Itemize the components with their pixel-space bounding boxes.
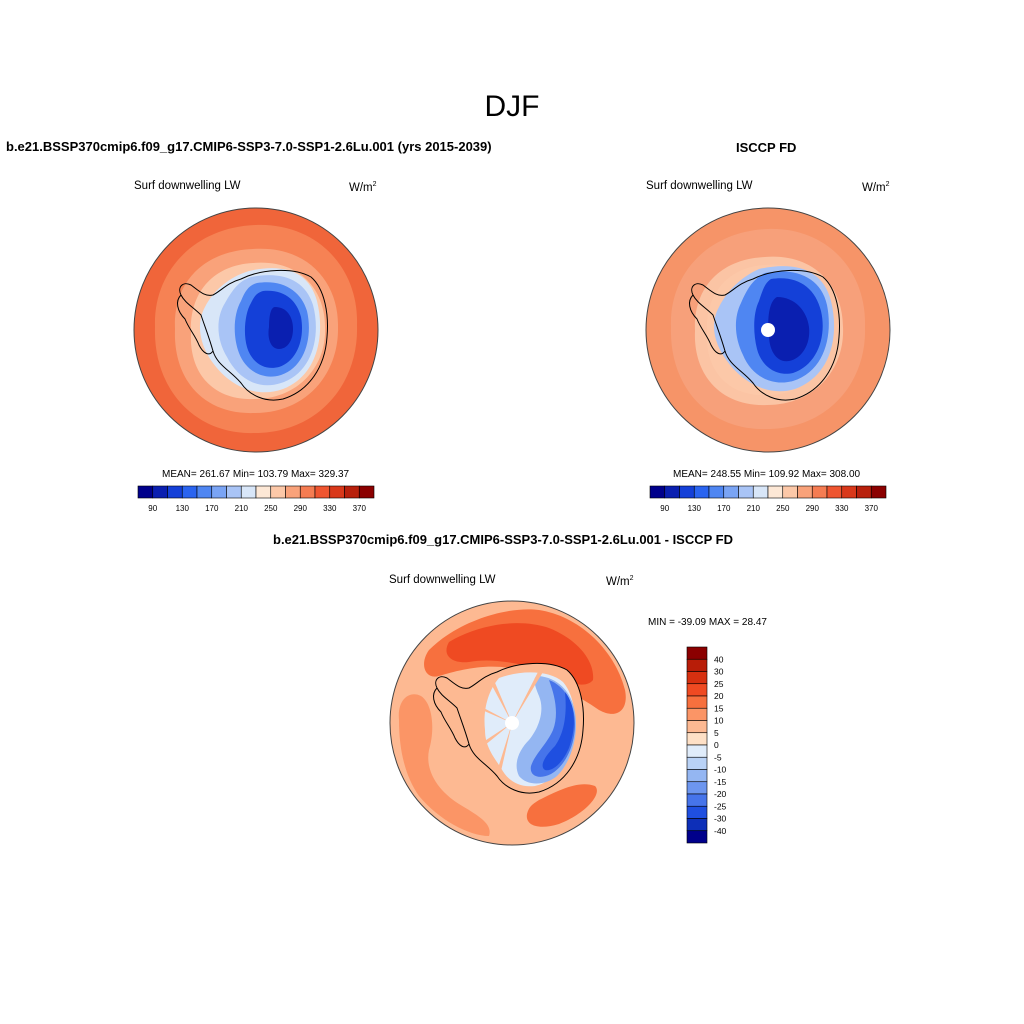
colorbar-swatch (686, 732, 708, 746)
colorbar-tick-label: -30 (714, 814, 727, 824)
colorbar-swatch (649, 485, 666, 499)
colorbar-tick-label: -40 (714, 826, 727, 836)
colorbar-swatch (686, 805, 708, 819)
colorbar-swatch (686, 769, 708, 783)
model-colorbar: 90 130 170 210 250 290 330 370 (137, 485, 375, 513)
colorbar-tick-label: 250 (264, 504, 278, 513)
figure-title: DJF (484, 90, 540, 123)
colorbar-tick-label: 290 (294, 504, 308, 513)
colorbar-tick-label: 210 (235, 504, 249, 513)
obs-stats: MEAN= 248.55 Min= 109.92 Max= 308.00 (673, 469, 861, 480)
colorbar-swatch (686, 756, 708, 770)
colorbar-swatch (226, 485, 242, 499)
diff-colorbar: 40 30 25 20 15 10 5 0 -5 -10 -15 -20 -25 -30 -40 (686, 646, 727, 844)
colorbar-swatch (686, 646, 708, 660)
colorbar-swatch (797, 485, 813, 499)
colorbar-tick-label: -5 (714, 752, 722, 762)
colorbar-swatch (686, 781, 708, 795)
colorbar-tick-label: 290 (806, 504, 820, 513)
colorbar-swatch (329, 485, 345, 499)
diff-variable-label: Surf downwelling LW (389, 574, 496, 586)
colorbar-swatch (686, 707, 708, 721)
colorbar-swatch (664, 485, 680, 499)
colorbar-swatch (679, 485, 695, 499)
colorbar-tick-label: 170 (205, 504, 219, 513)
obs-colorbar: 90 130 170 210 250 290 330 370 (649, 485, 887, 513)
colorbar-tick-label: 130 (688, 504, 702, 513)
colorbar-swatch (152, 485, 168, 499)
colorbar-swatch (181, 485, 198, 499)
colorbar-tick-label: 250 (776, 504, 790, 513)
colorbar-swatch (752, 485, 769, 499)
colorbar-swatch (686, 830, 708, 844)
obs-polar-map (645, 207, 891, 453)
colorbar-swatch (693, 485, 710, 499)
diff-polar-map (389, 600, 635, 846)
colorbar-swatch (870, 485, 887, 499)
colorbar-swatch (137, 485, 154, 499)
colorbar-tick-label: -10 (714, 765, 727, 775)
colorbar-swatch (856, 485, 872, 499)
colorbar-swatch (708, 485, 725, 499)
colorbar-tick-label: 10 (714, 716, 724, 726)
colorbar-tick-label: 25 (714, 679, 724, 689)
colorbar-swatch (314, 485, 331, 499)
colorbar-swatch (211, 485, 227, 499)
diff-units-label: W/m2 (606, 575, 634, 588)
colorbar-swatch (811, 485, 828, 499)
colorbar-tick-label: 370 (353, 504, 367, 513)
colorbar-swatch (299, 485, 316, 499)
colorbar-tick-label: 90 (148, 504, 157, 513)
colorbar-tick-label: 15 (714, 703, 724, 713)
colorbar-tick-label: 130 (176, 504, 190, 513)
colorbar-swatch (285, 485, 301, 499)
colorbar-swatch (841, 485, 857, 499)
colorbar-tick-label: 90 (660, 504, 669, 513)
colorbar-tick-label: 30 (714, 667, 724, 677)
colorbar-swatch (358, 485, 375, 499)
model-stats: MEAN= 261.67 Min= 103.79 Max= 329.37 (162, 469, 350, 480)
obs-case-title: ISCCP FD (736, 140, 797, 155)
colorbar-tick-label: 20 (714, 691, 724, 701)
colorbar-swatch (686, 818, 708, 832)
colorbar-tick-label: 330 (835, 504, 849, 513)
obs-variable-label: Surf downwelling LW (646, 180, 753, 192)
colorbar-swatch (686, 695, 708, 709)
colorbar-swatch (686, 793, 708, 807)
colorbar-swatch (686, 683, 708, 697)
colorbar-tick-label: 330 (323, 504, 337, 513)
colorbar-swatch (240, 485, 257, 499)
colorbar-swatch (723, 485, 739, 499)
colorbar-swatch (738, 485, 754, 499)
colorbar-swatch (686, 744, 708, 758)
colorbar-swatch (826, 485, 843, 499)
diff-case-title: b.e21.BSSP370cmip6.f09_g17.CMIP6-SSP3-7.… (273, 532, 734, 547)
colorbar-swatch (767, 485, 784, 499)
colorbar-swatch (686, 671, 708, 685)
model-polar-map (133, 207, 379, 453)
colorbar-swatch (270, 485, 286, 499)
colorbar-tick-label: -15 (714, 777, 727, 787)
colorbar-tick-label: -20 (714, 789, 727, 799)
diff-stats: MIN = -39.09 MAX = 28.47 (648, 617, 767, 628)
colorbar-swatch (196, 485, 213, 499)
colorbar-tick-label: 210 (747, 504, 761, 513)
colorbar-tick-label: 370 (865, 504, 879, 513)
colorbar-swatch (255, 485, 272, 499)
colorbar-swatch (167, 485, 183, 499)
colorbar-tick-label: 5 (714, 728, 719, 738)
colorbar-swatch (344, 485, 360, 499)
colorbar-swatch (686, 720, 708, 734)
colorbar-swatch (686, 658, 708, 672)
colorbar-tick-label: 170 (717, 504, 731, 513)
colorbar-tick-label: -25 (714, 801, 727, 811)
obs-units-label: W/m2 (862, 181, 890, 194)
model-case-title: b.e21.BSSP370cmip6.f09_g17.CMIP6-SSP3-7.… (6, 139, 492, 154)
colorbar-tick-label: 0 (714, 740, 719, 750)
colorbar-tick-label: 40 (714, 654, 724, 664)
colorbar-swatch (782, 485, 798, 499)
model-units-label: W/m2 (349, 181, 377, 194)
model-variable-label: Surf downwelling LW (134, 180, 241, 192)
